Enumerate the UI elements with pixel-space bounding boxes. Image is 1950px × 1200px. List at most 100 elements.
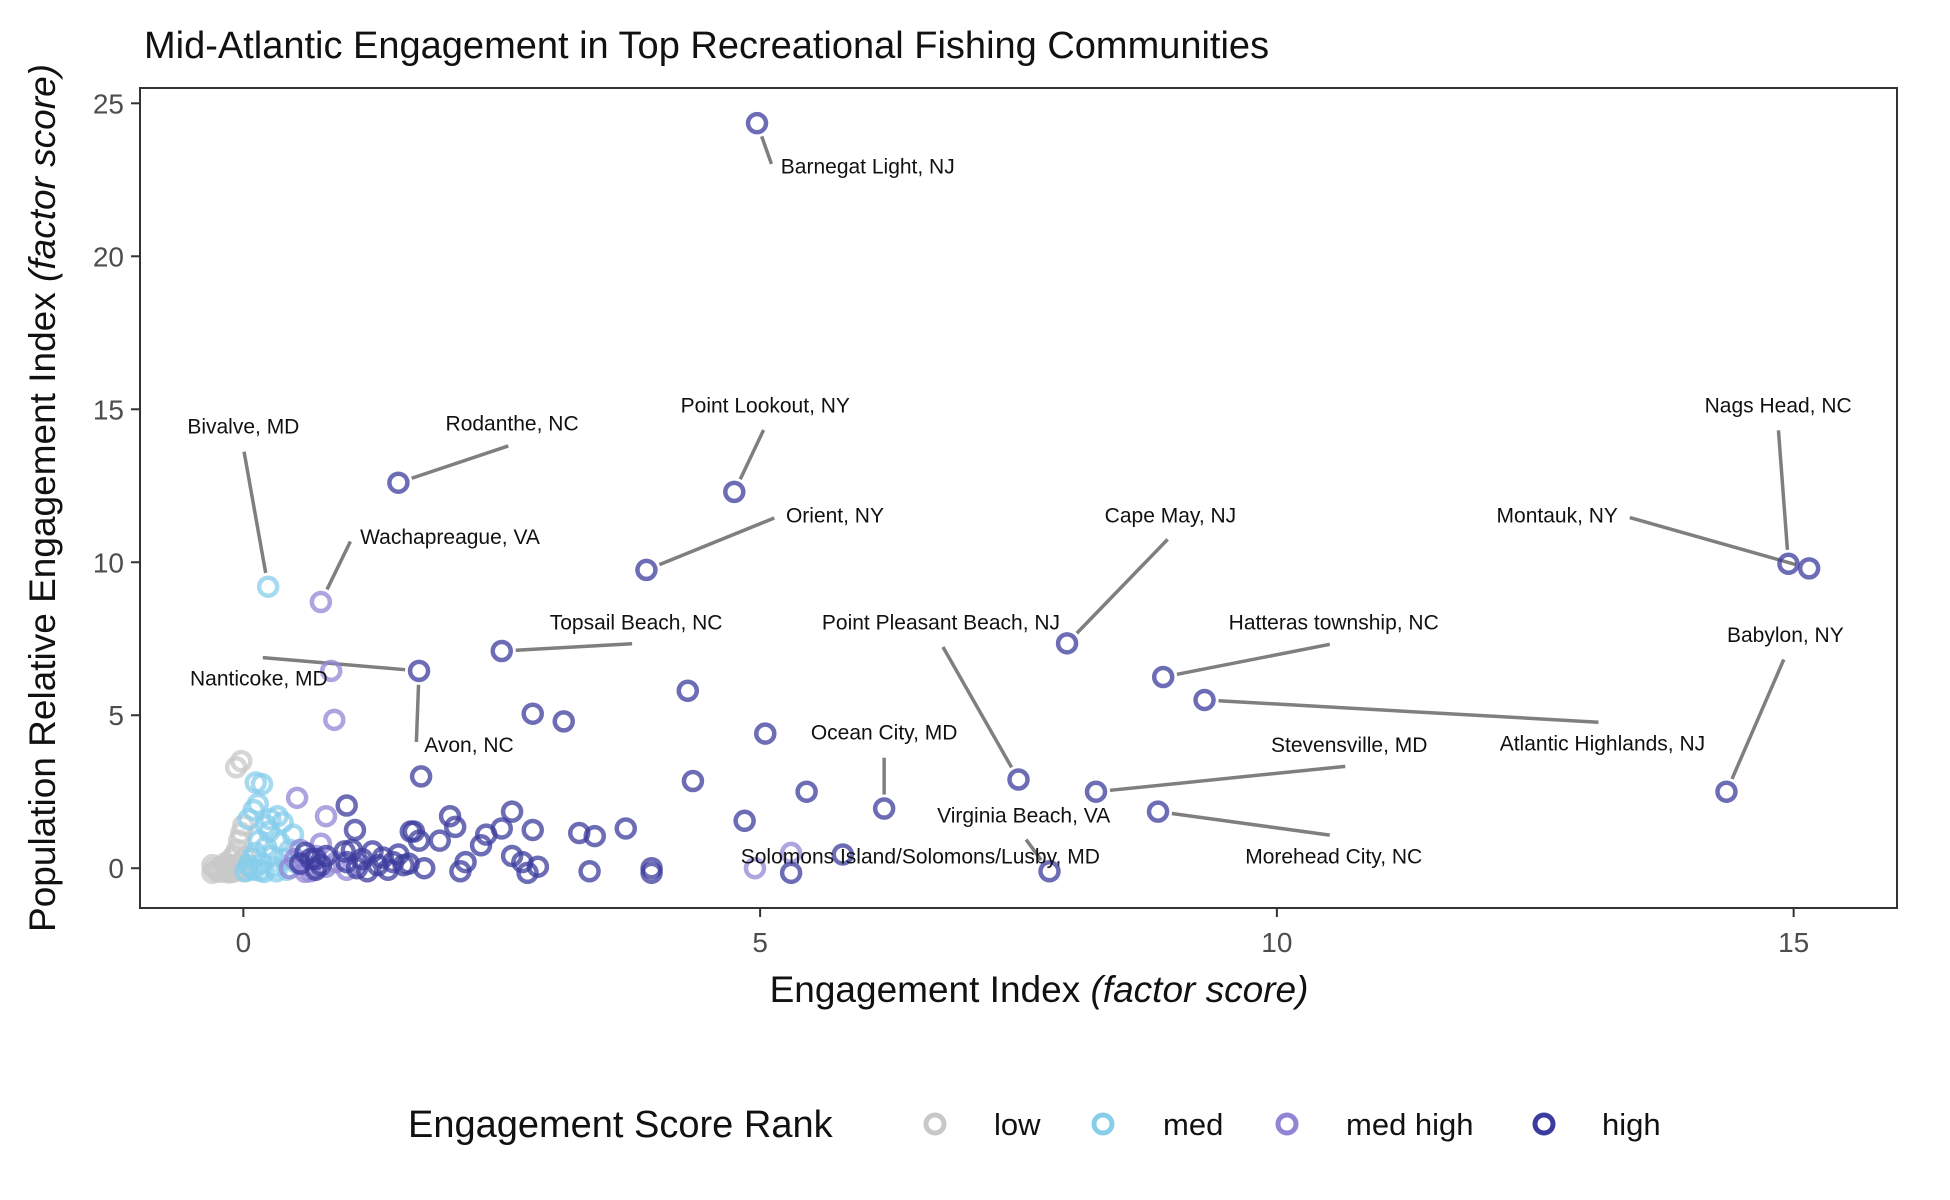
point-labels: Barnegat Light, NJ Bivalve, MD Rodanthe, N… [187,156,1851,869]
data-point [526,855,550,878]
x-tick-label: 15 [1778,927,1809,958]
data-point [676,679,700,703]
data-point [443,815,467,839]
data-point [578,860,601,883]
legend-item-med: med [1091,1107,1223,1142]
x-axis-title: Engagement Index (factor score) [770,969,1309,1010]
legend-label-high: high [1602,1107,1661,1142]
data-point [469,834,493,857]
point-label: Point Pleasant Beach, NJ [822,612,1060,635]
axis-ticks: 0 5 10 15 0 5 10 15 20 25 [93,88,1809,958]
legend-key-low [923,1112,947,1136]
legend-item-high: high [1532,1107,1661,1142]
point-label: Ocean City, MD [811,722,958,745]
annotation-line [1176,642,1331,677]
annotation-line [411,444,509,480]
point-label: Atlantic Highlands, NJ [1500,732,1705,755]
y-tick-label: 10 [93,547,124,578]
x-axis-title-italic: (factor score) [1090,969,1308,1010]
data-point [1715,780,1738,803]
annotation-line [738,429,766,480]
data-point [521,702,544,725]
data-point [872,797,896,820]
data-point [387,471,410,494]
data-point [335,794,358,817]
legend-label-med: med [1163,1107,1223,1142]
annotation-line [242,451,268,574]
point-label: Wachapreague, VA [360,526,540,549]
x-axis-title-main: Engagement Index [770,969,1091,1010]
data-point [635,558,658,582]
point-label: Montauk, NY [1497,504,1618,527]
data-point [409,765,433,788]
annotation-line [1075,538,1169,635]
annotation-line [760,135,774,165]
legend-item-med-high: med high [1275,1107,1474,1142]
point-label: Topsail Beach, NC [550,612,723,635]
data-point [500,800,524,823]
data-point [795,780,818,803]
data-point [412,856,436,880]
y-tick-label: 25 [93,88,124,119]
data-point [745,111,769,135]
data-point [246,792,270,816]
annotation-line [1776,430,1790,550]
data-point [723,480,746,504]
data-point [831,843,855,866]
data-point [583,824,607,848]
point-label: Bivalve, MD [187,416,299,439]
data-point [743,856,767,880]
data-point [1151,665,1175,689]
point-label: Nanticoke, MD [190,667,328,690]
data-points [201,111,1821,885]
data-point [248,859,272,882]
data-point [399,820,423,843]
legend-label-med-high: med high [1346,1107,1474,1142]
annotation-line [941,646,1014,769]
point-label: Point Lookout, NY [681,394,850,417]
legend-key-high [1532,1112,1556,1136]
y-axis-title: Population Relative Engagement Index (fa… [22,64,63,932]
plot-border [139,87,1898,909]
point-label: Barnegat Light, NJ [781,156,955,179]
point-label: Solomons Island/Solomons/Lusby, MD [741,846,1100,869]
annotation-line [325,540,352,591]
y-tick-label: 20 [93,241,124,272]
annotation-line [1109,764,1346,793]
legend-key-med [1091,1112,1115,1136]
data-point [490,817,513,840]
data-point [428,829,451,852]
data-point [1777,552,1800,576]
data-point [407,659,431,683]
data-point [304,847,327,871]
x-tick-label: 5 [752,927,768,958]
data-point [1797,557,1821,580]
annotation-line [1171,811,1331,837]
data-point [254,814,278,837]
legend-title: Engagement Score Rank [408,1104,834,1146]
data-point [314,804,338,828]
point-label: Nags Head, NC [1705,394,1852,417]
point-label: Babylon, NY [1727,624,1844,647]
point-label: Stevensville, MD [1271,734,1427,757]
annotation-lines [242,135,1797,862]
y-axis-title-italic: (factor score) [22,64,63,282]
annotation-line [1024,838,1043,862]
annotation-line [658,516,775,567]
data-point [256,575,280,598]
data-point [754,722,777,745]
legend-label-low: low [994,1107,1041,1142]
data-point [1193,688,1216,712]
data-point [285,786,309,810]
data-point [733,809,756,833]
legend-item-low: low [923,1107,1041,1142]
data-point [614,817,638,840]
annotation-line [1218,698,1599,724]
data-point [521,818,544,842]
legend-key-med-high [1275,1112,1299,1136]
point-label: Cape May, NJ [1105,504,1237,527]
data-point [552,710,575,733]
point-label: Orient, NY [786,504,884,527]
data-point [681,769,705,793]
data-point [333,840,356,863]
